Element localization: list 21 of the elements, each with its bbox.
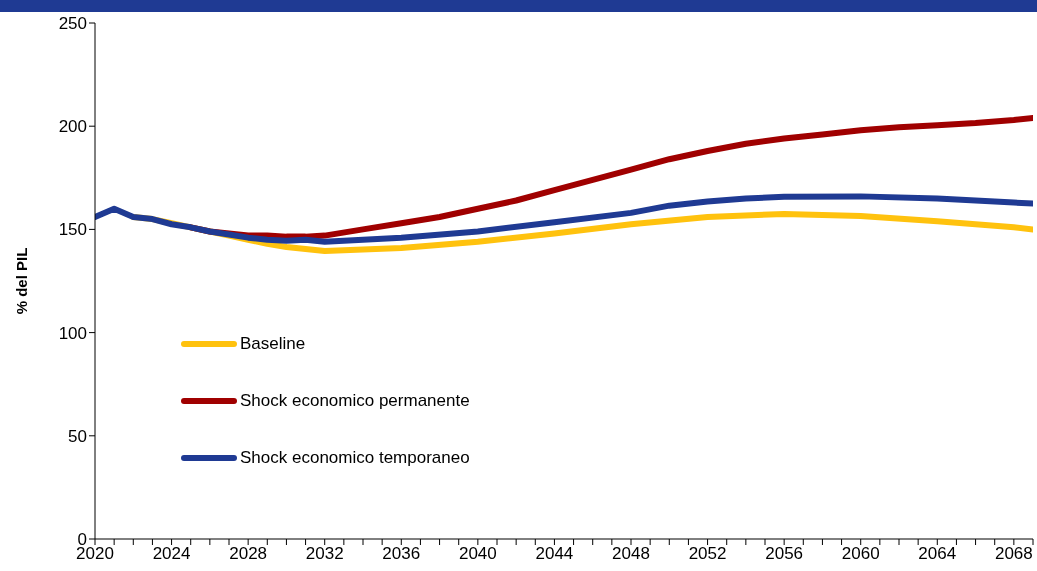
y-tick-label: 50 <box>68 426 87 446</box>
x-tick-label: 2048 <box>612 544 650 564</box>
x-tick-label: 2056 <box>765 544 804 564</box>
y-axis-title: % del PIL <box>13 247 31 315</box>
legend-label: Baseline <box>240 333 306 354</box>
x-tick-label: 2032 <box>305 544 344 564</box>
x-tick-label: 2040 <box>458 544 497 564</box>
y-tick-label: 150 <box>58 220 87 240</box>
x-tick-label: 2024 <box>152 544 191 564</box>
y-tick-label: 250 <box>58 14 87 34</box>
x-tick-label: 2060 <box>841 544 880 564</box>
x-tick-label: 2044 <box>535 544 574 564</box>
legend-label: Shock economico permanente <box>240 390 470 411</box>
legend-label: Shock economico temporaneo <box>240 447 470 468</box>
x-tick-label: 2028 <box>229 544 268 564</box>
x-tick-label: 2052 <box>688 544 727 564</box>
y-tick-label: 100 <box>58 323 87 343</box>
x-tick-label: 2064 <box>918 544 957 564</box>
x-tick-label: 2068 <box>994 544 1033 564</box>
x-tick-label: 2036 <box>382 544 421 564</box>
y-tick-label: 200 <box>58 117 87 137</box>
